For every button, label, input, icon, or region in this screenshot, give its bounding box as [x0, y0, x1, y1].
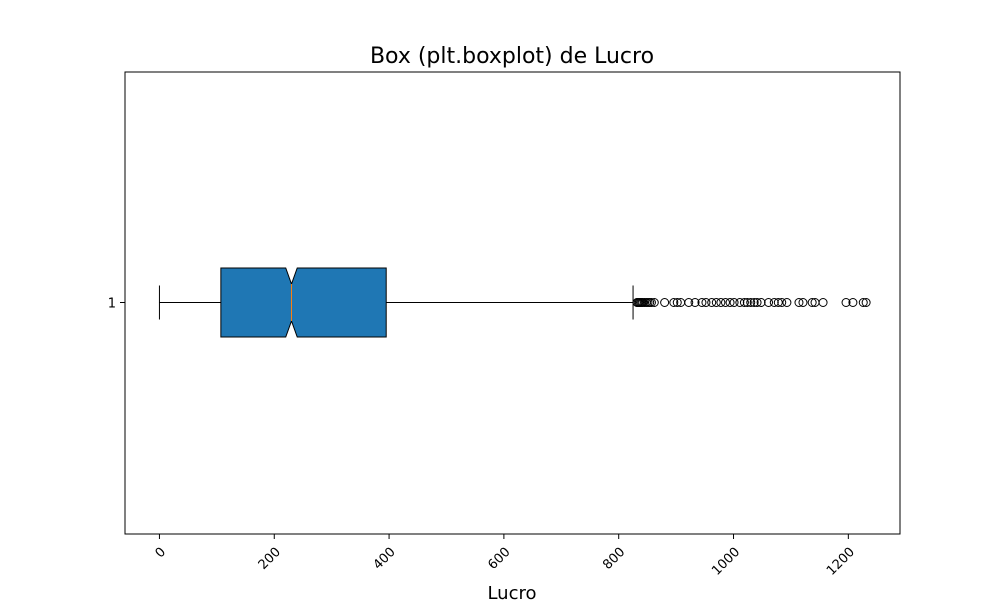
outlier-point: [858, 298, 868, 307]
x-axis-label: Lucro: [487, 583, 536, 600]
x-tick-label: 800: [600, 545, 628, 573]
outlier-point: [798, 298, 808, 307]
outlier-point: [861, 298, 871, 307]
outlier-point: [649, 298, 659, 307]
outlier-point: [777, 298, 787, 307]
outlier-point: [725, 298, 735, 307]
outlier-point: [756, 298, 766, 307]
outlier-point: [646, 298, 656, 307]
outlier-point: [752, 298, 762, 307]
outlier-point: [711, 298, 721, 307]
chart-title: Box (plt.boxplot) de Lucro: [370, 44, 654, 69]
outlier-point: [739, 298, 749, 307]
outlier-point: [841, 298, 851, 307]
outlier-group: [632, 298, 871, 307]
outlier-point: [782, 298, 792, 307]
outlier-point: [660, 298, 670, 307]
outlier-point: [818, 298, 828, 307]
y-axis-ticks: 1: [108, 297, 125, 312]
outlier-point: [669, 298, 679, 307]
outlier-point: [746, 298, 756, 307]
y-tick-label: 1: [108, 297, 116, 312]
outlier-point: [716, 298, 726, 307]
x-tick-label: 200: [256, 545, 284, 573]
x-tick-label: 600: [485, 545, 513, 573]
x-tick-label: 1200: [824, 545, 858, 579]
outlier-point: [807, 298, 817, 307]
outlier-point: [729, 298, 739, 307]
outlier-point: [773, 298, 783, 307]
outlier-point: [684, 298, 694, 307]
outlier-point: [769, 298, 779, 307]
x-tick-label: 0: [153, 545, 169, 561]
outlier-point: [794, 298, 804, 307]
x-tick-label: 1000: [709, 545, 743, 579]
outlier-point: [690, 298, 700, 307]
outlier-point: [720, 298, 730, 307]
outlier-point: [749, 298, 759, 307]
box-group: [158, 267, 634, 338]
outlier-point: [735, 298, 745, 307]
outlier-point: [672, 298, 682, 307]
x-tick-label: 400: [371, 545, 399, 573]
outlier-point: [742, 298, 752, 307]
box-body: [220, 267, 387, 338]
outlier-point: [697, 298, 707, 307]
outlier-point: [848, 298, 858, 307]
outlier-point: [764, 298, 774, 307]
outlier-point: [707, 298, 717, 307]
x-axis-ticks: 0 200 400 600 800 1000 1200: [153, 534, 858, 579]
outlier-point: [701, 298, 711, 307]
